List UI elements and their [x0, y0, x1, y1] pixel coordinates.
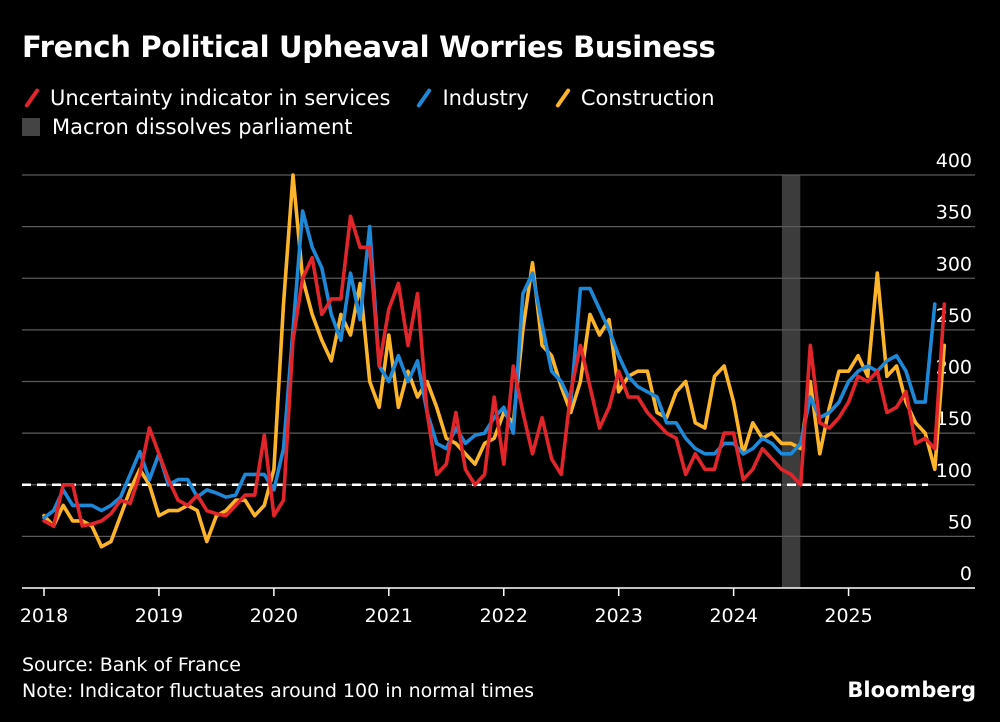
legend-label-services: Uncertainty indicator in services — [50, 86, 391, 110]
y-tick-label-150: 150 — [936, 408, 972, 430]
bloomberg-logo: Bloomberg — [847, 678, 976, 702]
legend: Uncertainty indicator in services Indust… — [22, 86, 739, 110]
x-tick-label-2023: 2023 — [595, 605, 643, 627]
x-tick-label-2025: 2025 — [824, 605, 872, 627]
footnote: Note: Indicator fluctuates around 100 in… — [22, 680, 535, 702]
legend-item-construction: Construction — [553, 86, 715, 110]
x-tick-label-2024: 2024 — [709, 605, 757, 627]
legend-item-industry: Industry — [414, 86, 528, 110]
x-tick-label-2022: 2022 — [480, 605, 528, 627]
x-tick-label-2021: 2021 — [365, 605, 413, 627]
x-tick-label-2020: 2020 — [250, 605, 298, 627]
y-tick-label-300: 300 — [936, 253, 972, 275]
legend-shade-row: Macron dissolves parliament — [22, 115, 353, 139]
legend-label-construction: Construction — [580, 86, 715, 110]
y-tick-label-50: 50 — [948, 511, 972, 533]
legend-item-services: Uncertainty indicator in services — [22, 86, 390, 110]
y-tick-label-0: 0 — [960, 563, 972, 585]
y-tick-label-250: 250 — [936, 305, 972, 327]
x-tick-label-2018: 2018 — [20, 605, 68, 627]
series-line-services — [42, 214, 947, 528]
y-tick-label-350: 350 — [936, 202, 972, 224]
legend-label-industry: Industry — [442, 86, 529, 110]
legend-swatch-shade — [22, 118, 40, 136]
y-tick-label-100: 100 — [936, 460, 972, 482]
chart-title: French Political Upheaval Worries Busine… — [22, 30, 716, 64]
series-line-construction — [42, 173, 947, 549]
y-tick-label-400: 400 — [936, 150, 972, 172]
legend-label-shade: Macron dissolves parliament — [52, 115, 353, 139]
x-tick-label-2019: 2019 — [135, 605, 183, 627]
source-note: Source: Bank of France — [22, 654, 241, 676]
